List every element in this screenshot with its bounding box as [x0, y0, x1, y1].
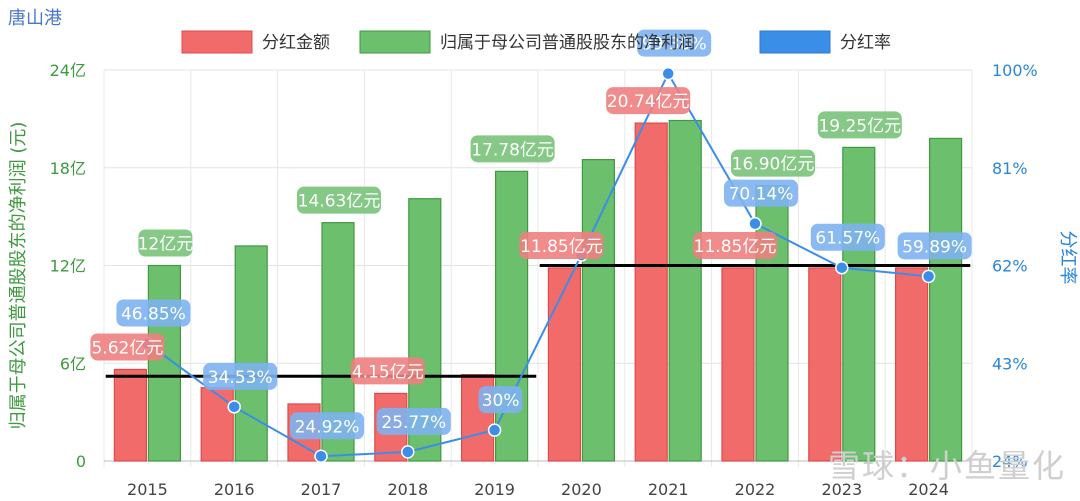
- label-dividend-2022-badge: [693, 231, 777, 259]
- x-tick-label: 2019: [474, 480, 515, 499]
- bar-dividend-2024: [894, 267, 929, 462]
- y-left-axis-title: 归属于母公司普通股股东的净利润 (元): [8, 122, 29, 430]
- line-payout-ratio: [146, 71, 929, 458]
- x-tick-label: 2020: [561, 480, 602, 499]
- y-left-tick-label: 24亿: [50, 61, 86, 80]
- legend-label-2: 分红率: [840, 33, 891, 53]
- label-payout-2023-badge: [810, 223, 885, 251]
- point-payout-2019: [487, 423, 502, 437]
- y-right-tick-label: 81%: [992, 159, 1028, 178]
- label-profit-2017-badge: [297, 186, 381, 214]
- label-payout-2016: 34.53%: [208, 368, 273, 388]
- label-payout-2017-badge: [290, 412, 364, 440]
- bar-dividend-2023: [808, 267, 842, 462]
- bar-dividend-2015: [113, 368, 148, 462]
- label-payout-2017: 24.92%: [295, 417, 360, 437]
- label-dividend-2015-badge: [90, 333, 165, 361]
- point-payout-2021: [661, 66, 675, 81]
- y-right-tick-label: 62%: [992, 257, 1028, 276]
- x-tick-label: 2023: [821, 480, 862, 499]
- label-dividend-2018-badge: [350, 357, 425, 385]
- label-profit-2023: 19.25亿元: [818, 116, 901, 136]
- x-tick-label: 2018: [387, 480, 428, 499]
- label-payout-2022: 70.14%: [729, 185, 794, 205]
- label-payout-2021-badge: [637, 29, 712, 57]
- label-payout-2015: 46.85%: [121, 304, 186, 324]
- bar-dividend-2020: [547, 267, 582, 462]
- point-payout-2024: [921, 269, 936, 284]
- label-dividend-2021-badge: [606, 87, 691, 115]
- label-dividend-2021: 20.74亿元: [607, 92, 690, 112]
- point-payout-2022: [748, 216, 762, 231]
- label-dividend-2020: 11.85亿元: [520, 237, 603, 257]
- bar-profit-2024: [928, 137, 963, 462]
- label-payout-2015-badge: [116, 299, 191, 327]
- y-left-tick-label: 18亿: [50, 159, 86, 178]
- legend-swatch-1: [359, 30, 431, 54]
- y-right-tick-label: 43%: [992, 354, 1028, 373]
- bar-profit-2016: [234, 245, 268, 462]
- legend-label-1: 归属于母公司普通股股东的净利润: [440, 33, 695, 53]
- x-tick-label: 2021: [648, 480, 689, 499]
- label-profit-2017: 14.63亿元: [298, 192, 381, 212]
- x-tick-label: 2016: [214, 480, 255, 499]
- label-profit-2023-badge: [817, 111, 902, 139]
- watermark-text: 雪球：小鱼量化: [827, 447, 1066, 485]
- label-payout-2021: 99.30%: [642, 35, 707, 55]
- label-profit-2019: 17.78亿元: [471, 140, 554, 160]
- bar-dividend-2016: [200, 387, 234, 462]
- label-profit-2022-badge: [731, 149, 815, 177]
- x-tick-label: 2022: [735, 480, 776, 499]
- point-payout-2017: [314, 449, 328, 464]
- label-payout-2024: 59.89%: [902, 237, 967, 257]
- point-payout-2018: [401, 445, 415, 459]
- label-dividend-2015: 5.62亿元: [91, 338, 163, 358]
- x-tick-label: 2017: [301, 480, 342, 499]
- bar-profit-2023: [842, 146, 876, 462]
- point-payout-2016: [227, 400, 241, 414]
- point-payout-2023: [835, 260, 849, 275]
- bar-profit-2020: [581, 159, 616, 462]
- y-right-tick-label: 24%: [992, 452, 1028, 471]
- bar-dividend-2022: [721, 267, 755, 462]
- legend-label-0: 分红金额: [262, 33, 330, 53]
- label-dividend-2018: 4.15亿元: [352, 362, 424, 382]
- label-payout-2018: 25.77%: [381, 413, 446, 433]
- company-title: 唐山港: [8, 8, 62, 29]
- legend-swatch-2: [759, 30, 831, 54]
- label-profit-2022: 16.90亿元: [732, 155, 815, 175]
- bar-dividend-2021: [634, 122, 668, 462]
- y-left-tick-label: 6亿: [60, 354, 86, 373]
- label-dividend-2020-badge: [519, 231, 604, 259]
- label-profit-2015: 12亿元: [138, 235, 194, 255]
- x-tick-label: 2024: [908, 480, 949, 499]
- label-payout-2018-badge: [376, 407, 451, 435]
- bar-profit-2022: [755, 185, 789, 462]
- label-payout-2023: 61.57%: [815, 229, 880, 249]
- y-right-axis-title: 分红率: [1057, 231, 1078, 285]
- y-left-tick-label: 12亿: [50, 257, 86, 276]
- label-profit-2015-badge: [138, 229, 193, 257]
- x-tick-label: 2015: [127, 480, 168, 499]
- label-dividend-2022: 11.85亿元: [694, 237, 777, 257]
- label-payout-2024-badge: [897, 232, 972, 260]
- label-payout-2019-badge: [478, 386, 523, 414]
- y-right-tick-label: 100%: [992, 61, 1038, 80]
- label-payout-2016-badge: [203, 362, 278, 390]
- label-payout-2019: 30%: [482, 391, 520, 411]
- label-payout-2022-badge: [724, 179, 798, 207]
- legend-swatch-0: [181, 30, 253, 54]
- label-profit-2019-badge: [470, 135, 555, 163]
- bar-profit-2021: [668, 119, 702, 462]
- y-left-tick-label: 0: [76, 452, 86, 471]
